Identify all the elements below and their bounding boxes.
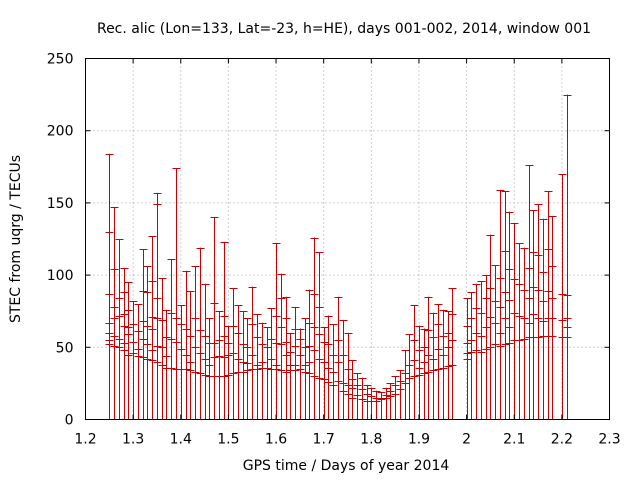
y-tick-label: 0: [65, 413, 74, 429]
y-tick-label: 250: [47, 52, 74, 68]
y-axis-ticks: 0 50 100 150 200 250: [47, 52, 610, 429]
x-tick-label: 1.6: [265, 432, 287, 448]
y-tick-label: 50: [56, 340, 74, 356]
x-tick-label: 1.5: [217, 432, 239, 448]
x-tick-label: 1.4: [170, 432, 192, 448]
x-tick-label: 1.3: [122, 432, 144, 448]
x-tick-label: 2.1: [503, 432, 525, 448]
x-tick-label: 1.8: [360, 432, 382, 448]
data-marks: [105, 94, 572, 420]
x-tick-label: 2: [462, 432, 471, 448]
y-axis-label: STEC from uqrg / TECUs: [8, 155, 24, 323]
x-tick-label: 1.9: [408, 432, 430, 448]
x-axis-ticks: 1.2 1.3 1.4 1.5 1.6 1.7 1.8 1.9 2 2.1 2.2 2.3: [74, 58, 621, 448]
x-tick-label: 2.3: [598, 432, 620, 448]
x-axis-label: GPS time / Days of year 2014: [243, 458, 450, 474]
y-tick-label: 100: [47, 268, 74, 284]
x-tick-label: 1.7: [313, 432, 335, 448]
x-tick-label: 2.2: [551, 432, 573, 448]
y-tick-label: 200: [47, 124, 74, 140]
y-tick-label: 150: [47, 196, 74, 212]
chart-title: Rec. alic (Lon=133, Lat=-23, h=HE), days…: [97, 21, 591, 37]
x-tick-label: 1.2: [74, 432, 96, 448]
plot-frame: [85, 58, 610, 420]
